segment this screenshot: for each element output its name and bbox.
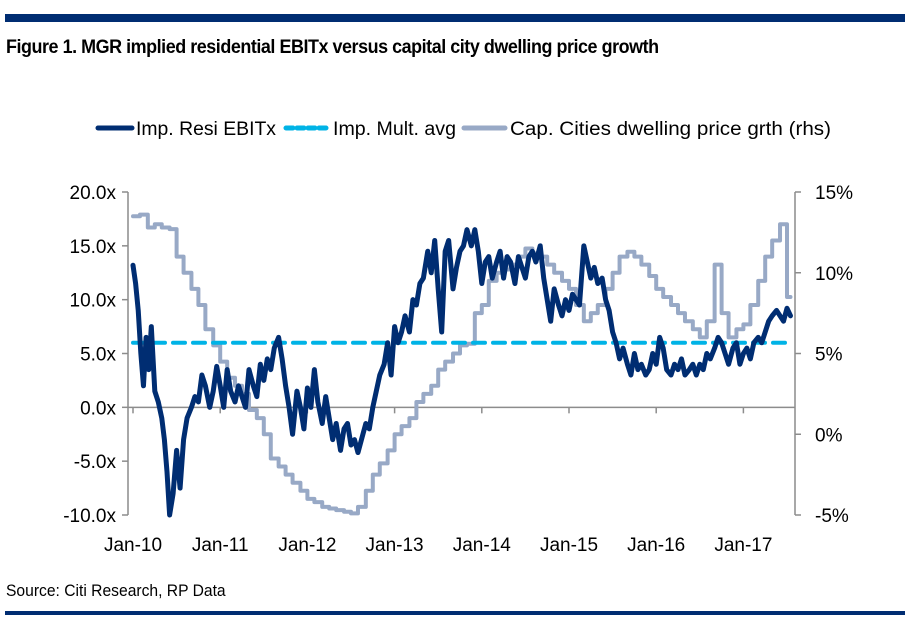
legend-entry-resi-ebitx: Imp. Resi EBITx	[95, 119, 277, 140]
left-axis-tick-label: 20.0x	[70, 183, 117, 204]
series-line-imp-resi-ebitx	[130, 227, 793, 518]
legend-entry-dwelling-growth: Cap. Cities dwelling price grth (rhs)	[461, 119, 831, 140]
left-axis-tick-label: 5.0x	[80, 345, 116, 366]
right-axis-tick-label: 5%	[815, 345, 843, 366]
series-layer	[130, 212, 793, 518]
left-axis-tick-label: -10.0x	[63, 506, 116, 527]
x-axis-tick-label: Jan-15	[540, 535, 598, 556]
x-axis-tick-label: Jan-16	[627, 535, 685, 556]
axes: 20.0x 15.0x 10.0x 5.0x 0.0x -5.0x -10.0x 15% 10%…	[63, 183, 853, 556]
x-axis-tick-label: Jan-11	[192, 535, 249, 556]
legend: Imp. Resi EBITx Imp. Mult. avg Cap. Citi…	[95, 119, 831, 140]
right-axis-tick-label: 0%	[815, 425, 843, 446]
right-axis-tick-label: -5%	[815, 506, 849, 527]
legend-label-dwelling-growth: Cap. Cities dwelling price grth (rhs)	[510, 119, 831, 140]
top-rule	[5, 14, 905, 22]
x-axis-tick-label: Jan-10	[104, 535, 162, 556]
legend-entry-mult-avg: Imp. Mult. avg	[283, 119, 456, 140]
x-axis-tick-label: Jan-12	[278, 535, 336, 556]
x-axis-tick-label: Jan-17	[714, 535, 772, 556]
left-axis-tick-label: 10.0x	[70, 291, 117, 312]
x-axis-tick-label: Jan-13	[366, 535, 424, 556]
right-axis-tick-label: 15%	[815, 183, 853, 204]
left-axis-tick-label: -5.0x	[74, 452, 117, 473]
left-axis-tick-label: 15.0x	[70, 237, 117, 258]
figure-title: Figure 1. MGR implied residential EBITx …	[6, 36, 659, 58]
bottom-rule	[5, 611, 905, 615]
right-axis-tick-label: 10%	[815, 264, 853, 285]
x-axis-tick-label: Jan-14	[453, 535, 512, 556]
source-note: Source: Citi Research, RP Data	[6, 581, 226, 600]
left-axis-tick-label: 0.0x	[80, 398, 116, 419]
legend-label-resi-ebitx: Imp. Resi EBITx	[136, 119, 277, 140]
legend-label-mult-avg: Imp. Mult. avg	[333, 119, 456, 140]
